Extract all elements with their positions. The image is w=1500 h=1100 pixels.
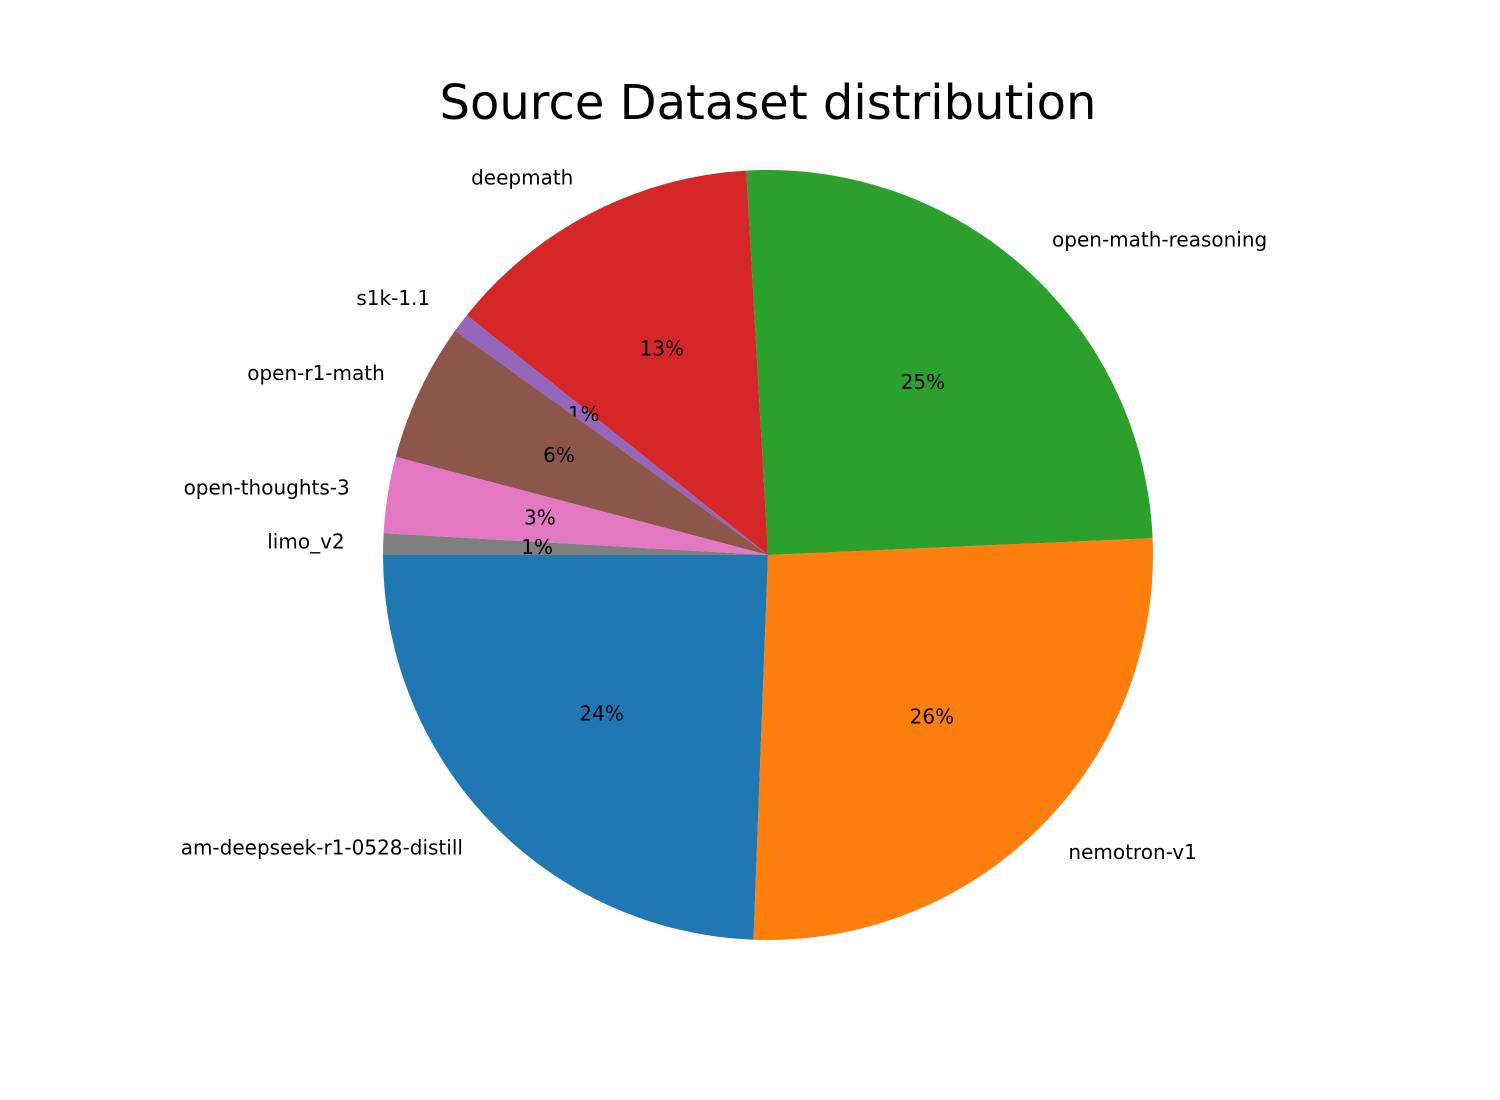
percent-label: 26%: [910, 704, 954, 728]
percent-label: 3%: [524, 505, 556, 529]
slice-label: nemotron-v1: [1068, 840, 1196, 864]
pie-slice: [395, 330, 768, 555]
pie-slice: [383, 456, 768, 555]
slice-label: open-r1-math: [247, 361, 385, 385]
percent-label: 13%: [640, 336, 684, 360]
pie-slice: [383, 555, 768, 940]
chart-title: Source Dataset distribution: [440, 75, 1097, 131]
slice-label: deepmath: [471, 165, 573, 189]
slice-label: am-deepseek-r1-0528-distill: [181, 835, 463, 859]
percent-label: 1%: [521, 535, 553, 559]
percent-label: 24%: [579, 702, 623, 726]
pie-slice: [746, 170, 1153, 555]
slice-label: open-math-reasoning: [1052, 227, 1267, 251]
pie-slice: [466, 170, 768, 555]
pie-slice: [455, 315, 768, 555]
slice-label: s1k-1.1: [356, 286, 430, 310]
slice-label: open-thoughts-3: [184, 475, 350, 499]
slice-label: limo_v2: [267, 530, 344, 554]
pie-slice: [383, 533, 768, 555]
percent-label: 6%: [543, 443, 575, 467]
percent-label: 25%: [901, 370, 945, 394]
pie-slice: [753, 538, 1153, 940]
